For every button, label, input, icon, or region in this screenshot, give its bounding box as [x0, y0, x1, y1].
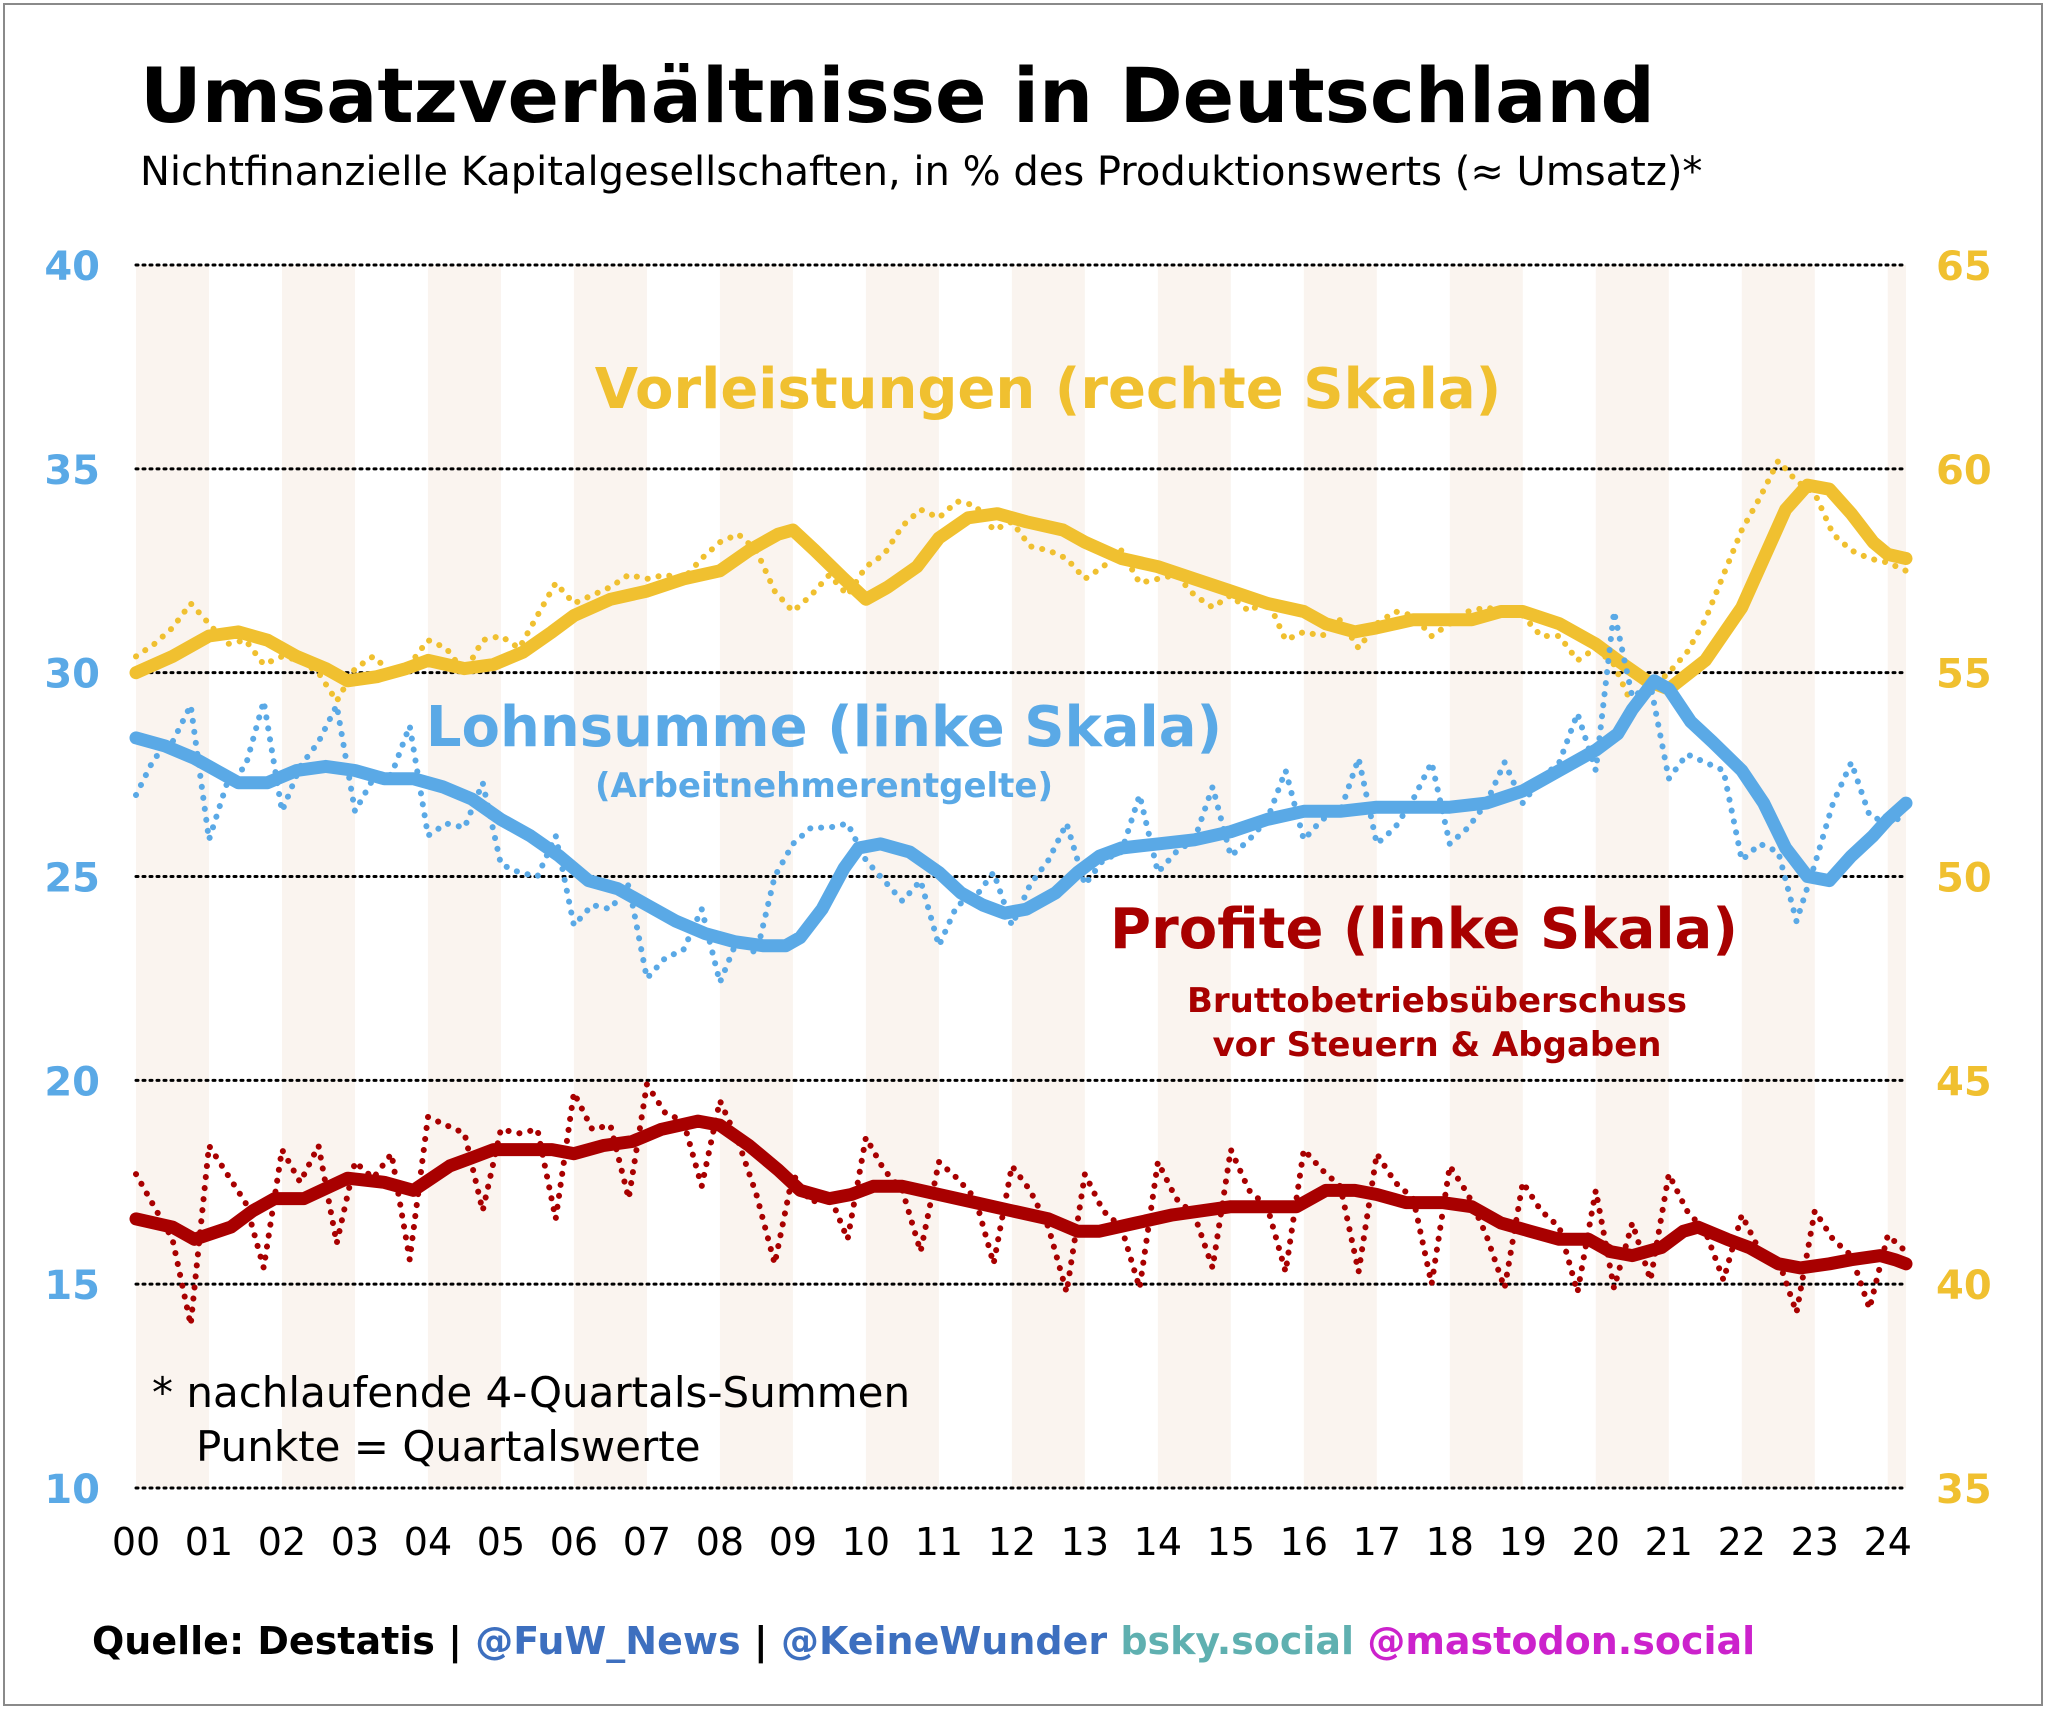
right-tick-40: 40: [1936, 1263, 1992, 1309]
x-tick-02: 02: [258, 1520, 306, 1564]
x-tick-08: 08: [696, 1520, 744, 1564]
x-tick-14: 14: [1134, 1520, 1182, 1564]
left-tick-30: 30: [44, 652, 100, 698]
footer-sep: |: [741, 1619, 781, 1663]
x-tick-12: 12: [988, 1520, 1036, 1564]
right-tick-65: 65: [1936, 244, 1992, 290]
right-axis: 35 40 45 50 55 60 65: [1936, 244, 1992, 1513]
x-tick-06: 06: [550, 1520, 598, 1564]
right-tick-60: 60: [1936, 448, 1992, 494]
x-tick-22: 22: [1718, 1520, 1766, 1564]
footer-keine[interactable]: @KeineWunder: [781, 1619, 1107, 1663]
footnote-line-1: * nachlaufende 4-Quartals-Summen: [152, 1372, 910, 1414]
lohn-sublabel: (Arbeitnehmerentgelte): [595, 766, 1053, 806]
footer-fuw[interactable]: @FuW_News: [475, 1619, 740, 1663]
left-tick-15: 15: [44, 1263, 100, 1309]
x-tick-19: 19: [1499, 1520, 1547, 1564]
footer-bsky[interactable]: bsky.social: [1120, 1619, 1354, 1663]
x-tick-03: 03: [331, 1520, 379, 1564]
x-tick-16: 16: [1280, 1520, 1328, 1564]
left-axis: 10 15 20 25 30 35 40: [44, 244, 100, 1513]
footer-source: Quelle: Destatis |: [92, 1619, 475, 1663]
footer-space: [1107, 1619, 1120, 1663]
left-tick-10: 10: [44, 1467, 100, 1513]
x-tick-11: 11: [915, 1520, 963, 1564]
x-tick-21: 21: [1645, 1520, 1693, 1564]
right-tick-35: 35: [1936, 1467, 1992, 1513]
x-tick-17: 17: [1353, 1520, 1401, 1564]
left-tick-25: 25: [44, 856, 100, 902]
x-tick-09: 09: [769, 1520, 817, 1564]
x-tick-00: 00: [112, 1520, 160, 1564]
x-tick-23: 23: [1791, 1520, 1839, 1564]
footer-mastodon[interactable]: @mastodon.social: [1354, 1619, 1755, 1663]
left-tick-35: 35: [44, 448, 100, 494]
source-footer: Quelle: Destatis | @FuW_News | @KeineWun…: [92, 1622, 1755, 1660]
profite-label: Profite (linke Skala): [1110, 897, 1738, 962]
x-tick-05: 05: [477, 1520, 525, 1564]
x-tick-20: 20: [1572, 1520, 1620, 1564]
x-tick-24: 24: [1864, 1520, 1912, 1564]
profite-sublabel-2: vor Steuern & Abgaben: [1212, 1025, 1661, 1065]
vorleistungen-label: Vorleistungen (rechte Skala): [595, 357, 1501, 422]
x-tick-04: 04: [404, 1520, 452, 1564]
x-tick-01: 01: [185, 1520, 233, 1564]
left-tick-20: 20: [44, 1059, 100, 1105]
profite-sublabel-1: Bruttobetriebsüberschuss: [1187, 981, 1687, 1021]
x-tick-15: 15: [1207, 1520, 1255, 1564]
footnote-line-2: Punkte = Quartalswerte: [196, 1426, 701, 1468]
x-tick-07: 07: [623, 1520, 671, 1564]
x-tick-10: 10: [842, 1520, 890, 1564]
right-tick-45: 45: [1936, 1059, 1992, 1105]
left-tick-40: 40: [44, 244, 100, 290]
x-tick-18: 18: [1426, 1520, 1474, 1564]
lohn-label: Lohnsumme (linke Skala): [426, 695, 1222, 760]
right-tick-55: 55: [1936, 652, 1992, 698]
x-axis: 00 01 02 03 04 05 06 07 08 09 10 11 12 13 14 15 16 17 18 19…: [112, 1520, 1912, 1564]
x-tick-13: 13: [1061, 1520, 1109, 1564]
right-tick-50: 50: [1936, 856, 1992, 902]
